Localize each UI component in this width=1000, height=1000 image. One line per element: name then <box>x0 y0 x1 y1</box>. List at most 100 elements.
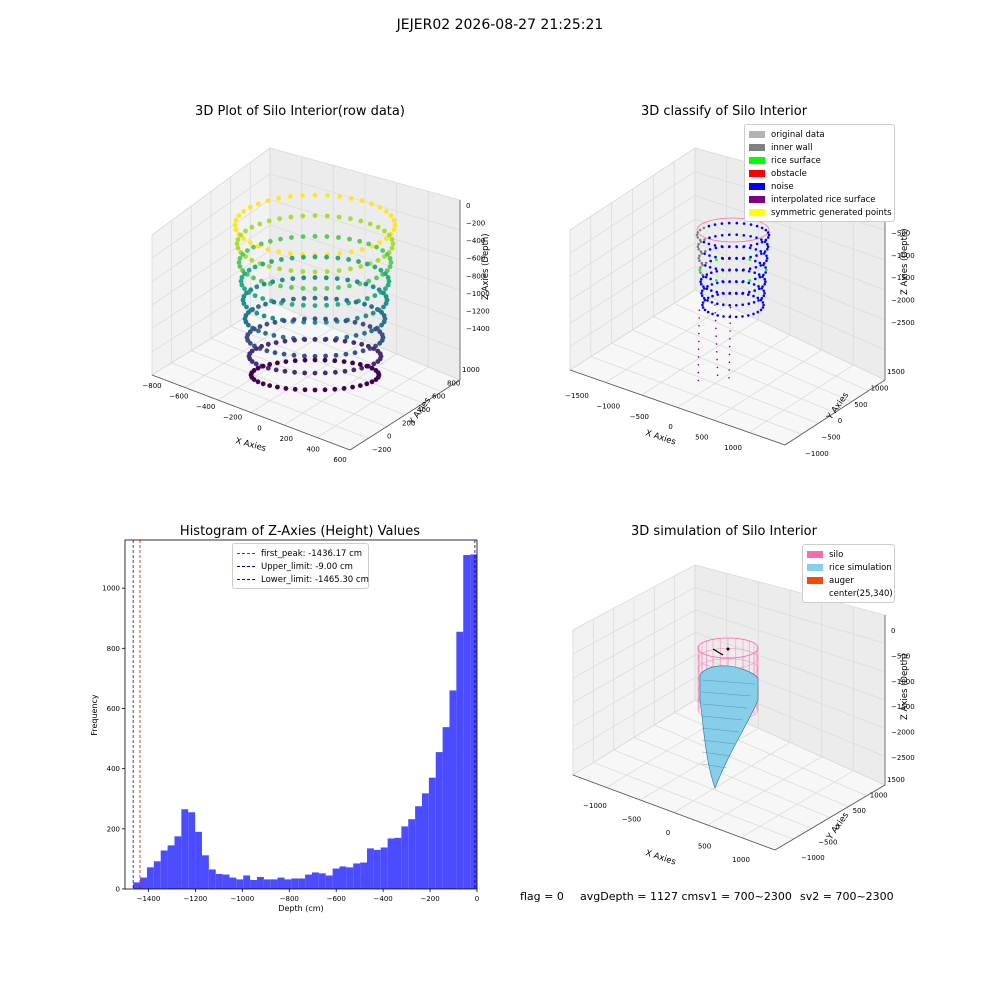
p2-point <box>764 228 768 232</box>
p2-point <box>697 247 700 251</box>
p1-point <box>359 365 365 371</box>
p2-point <box>708 266 712 269</box>
legend-line <box>237 566 255 567</box>
p1-point <box>267 383 273 388</box>
p1-point <box>352 350 358 356</box>
p2-silo-outline <box>696 217 770 243</box>
p1-point <box>288 214 294 220</box>
p2-point <box>742 234 746 237</box>
p2-point <box>763 250 767 253</box>
histogram-bar <box>318 873 326 889</box>
p2-point <box>711 312 714 316</box>
p1-point <box>261 281 267 287</box>
p1-point <box>324 213 330 219</box>
legend-item-inner-wall: inner wall <box>749 141 890 154</box>
p2-point <box>749 255 752 259</box>
p1-point <box>312 320 318 325</box>
p2-point <box>742 222 746 225</box>
p1-point <box>374 244 379 250</box>
legend-item-auger: auger <box>807 574 890 587</box>
histogram-bar <box>236 879 244 889</box>
p2-point <box>708 254 711 257</box>
p2-point <box>713 244 717 247</box>
legend-label: rice surface <box>771 155 821 166</box>
p1-point <box>312 192 318 198</box>
p2-point <box>728 291 732 295</box>
p1-point <box>312 303 318 308</box>
p2-point <box>714 255 717 259</box>
p2-point <box>761 275 764 279</box>
p1-point <box>379 332 385 337</box>
p1-point <box>280 298 286 303</box>
p1-point <box>333 352 339 358</box>
p2-point <box>763 277 766 281</box>
p4-x-tick-label: −1000 <box>583 802 607 810</box>
histogram-bar <box>353 863 361 889</box>
legend-label: noise <box>771 181 794 192</box>
p4-z-tick-label: −2000 <box>891 729 915 737</box>
p2-interp-point <box>728 345 731 348</box>
histogram-bar <box>421 793 429 889</box>
p1-point <box>312 316 318 322</box>
p2-point <box>697 257 701 260</box>
p2-y-tick-label: 500 <box>854 401 867 409</box>
p1-point <box>347 283 352 289</box>
p2-point <box>721 269 725 272</box>
p4-rice-mesh <box>701 703 748 709</box>
p1-point <box>358 218 364 224</box>
p2-y-tick-label: 1500 <box>887 368 905 376</box>
p1-point <box>270 315 276 321</box>
p2-point <box>735 280 738 283</box>
p2-point <box>762 252 766 255</box>
p2-point <box>763 282 766 286</box>
p2-point <box>702 275 705 279</box>
legend-item-rice-surface: rice surface <box>749 154 890 167</box>
p1-point <box>357 383 363 388</box>
p1-point <box>252 293 258 298</box>
panel4-simulation <box>697 637 759 789</box>
p1-point <box>336 268 342 273</box>
p1-point <box>341 386 347 391</box>
flag-status: flag = 0 <box>520 890 564 903</box>
p2-point <box>703 298 707 302</box>
p1-point <box>249 224 255 230</box>
legend-item-symmetric-generated-points: symmetric generated points <box>749 206 892 219</box>
p2-point <box>716 281 719 285</box>
p1-point <box>383 294 389 299</box>
p2-z-tick-label: −2500 <box>891 319 915 327</box>
p2-interp-point <box>697 348 700 350</box>
p1-point <box>280 334 286 340</box>
p2-interp-point <box>716 351 718 353</box>
legend-swatch <box>749 144 765 151</box>
p1-point <box>312 269 318 275</box>
p2-point <box>710 283 714 286</box>
histogram-bar <box>208 869 216 889</box>
p1-point <box>337 251 343 256</box>
p1-point <box>300 193 305 198</box>
p2-point <box>699 280 702 283</box>
p2-interp-point <box>728 353 731 356</box>
p2-point <box>713 223 717 226</box>
p2-point <box>702 240 706 244</box>
p1-point <box>257 324 263 329</box>
p1-point <box>312 275 318 280</box>
p4-x-tick-label: −500 <box>622 816 641 824</box>
legend-label: first_peak: -1436.17 cm <box>261 548 363 559</box>
p1-point <box>381 313 387 318</box>
histogram-bar <box>222 874 230 889</box>
p1-point <box>287 194 293 199</box>
p1-point <box>248 287 254 293</box>
panel2-point-cloud <box>695 217 771 382</box>
p2-point <box>720 222 724 225</box>
p2-interp-point <box>697 364 700 366</box>
legend-swatch <box>807 551 823 558</box>
legend-swatch <box>749 157 765 164</box>
p1-point <box>348 249 354 255</box>
p1-point <box>343 318 349 324</box>
histogram-bar <box>167 845 175 890</box>
p1-point <box>375 359 381 364</box>
p2-point <box>706 296 710 300</box>
p1-x-tick-label: 400 <box>306 445 319 453</box>
p2-point <box>766 242 769 246</box>
histogram-bar <box>229 877 237 889</box>
